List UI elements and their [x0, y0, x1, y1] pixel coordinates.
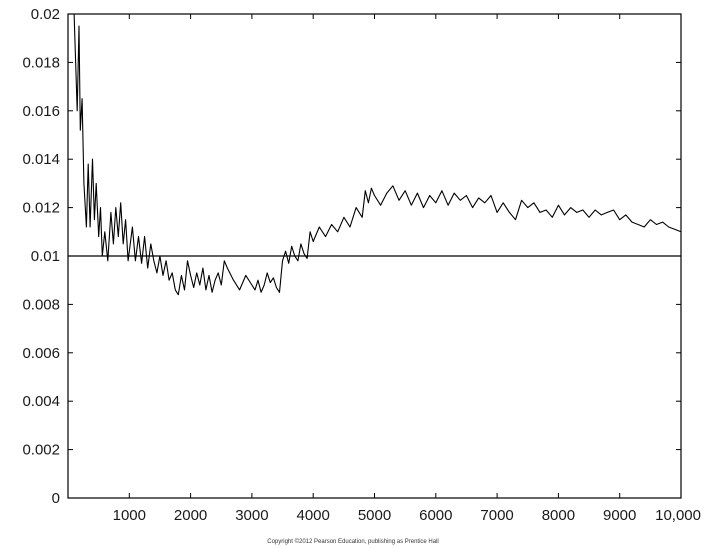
x-tick-label: 8000 — [542, 507, 575, 524]
x-tick-label: 1000 — [113, 507, 146, 524]
y-tick-label: 0.016 — [22, 103, 60, 120]
y-tick-label: 0.01 — [31, 248, 60, 265]
series-line — [73, 13, 682, 296]
y-tick-label: 0.008 — [22, 296, 60, 313]
x-tick-label: 7000 — [480, 507, 513, 524]
x-tick-label: 9000 — [603, 507, 636, 524]
y-tick-label: 0.018 — [22, 54, 60, 71]
y-tick-label: 0.012 — [22, 200, 60, 217]
x-tick-label: 4000 — [297, 507, 330, 524]
copyright-notice: Copyright ©2012 Pearson Education, publi… — [267, 539, 439, 545]
y-tick-label: 0.004 — [22, 393, 60, 410]
y-tick-label: 0.014 — [22, 151, 60, 168]
y-tick-label: 0.002 — [22, 442, 60, 459]
x-tick-label: 10,000 — [655, 507, 701, 524]
y-tick-label: 0.006 — [22, 345, 60, 362]
y-tick-label: 0 — [52, 490, 60, 507]
x-tick-label: 2000 — [174, 507, 207, 524]
x-tick-label: 5000 — [358, 507, 391, 524]
y-axis: 0 0.002 0.004 0.006 0.008 0.01 0.012 0.014 0.016… — [22, 6, 681, 507]
x-tick-label: 6000 — [419, 507, 452, 524]
x-tick-label: 3000 — [235, 507, 268, 524]
y-tick-label: 0.02 — [31, 6, 60, 23]
x-axis: 1000 2000 3000 4000 5000 6000 7000 8000 9000 10,0… — [113, 14, 701, 524]
